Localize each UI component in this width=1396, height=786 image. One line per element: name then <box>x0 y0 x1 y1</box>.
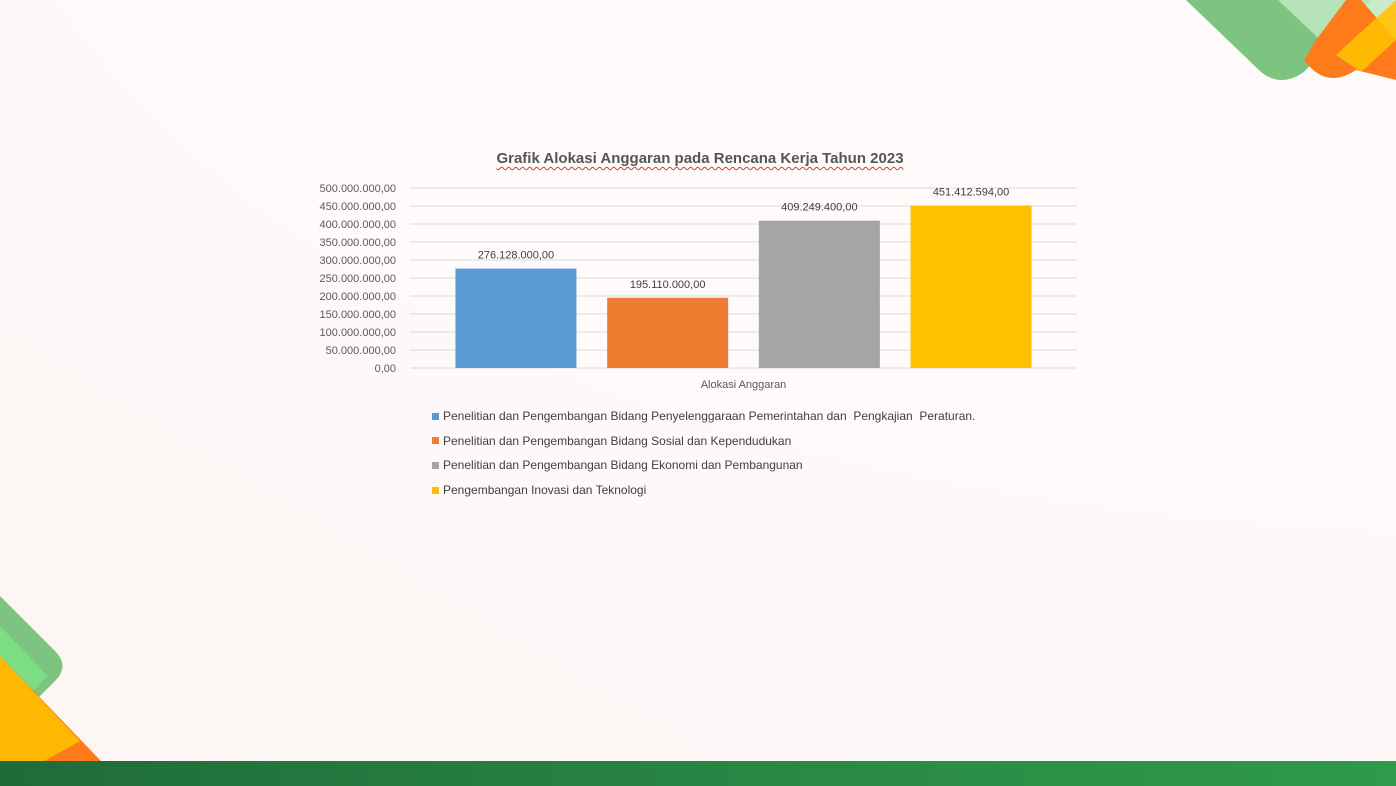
x-axis-title: Alokasi Anggaran <box>701 379 787 391</box>
bar <box>607 297 729 368</box>
legend-swatch <box>432 412 439 420</box>
y-tick-label: 0,00 <box>375 363 396 375</box>
y-tick-label: 250.000.000,00 <box>320 273 396 285</box>
bar <box>455 268 577 368</box>
data-label: 276.128.000,00 <box>478 250 554 262</box>
legend-label: Penelitian dan Pengembangan Bidang Ekono… <box>443 458 803 473</box>
data-label: 195.110.000,00 <box>630 279 706 291</box>
chart-title: Grafik Alokasi Anggaran pada Rencana Ker… <box>496 150 904 167</box>
bar-chart: 0,00 50.000.000,00 100.000.000,00 150.000.0… <box>320 183 1077 391</box>
legend-label: Penelitian dan Pengembangan Bidang Sosia… <box>443 433 792 448</box>
data-label: 409.249.400,00 <box>781 202 857 214</box>
legend-item: Penelitian dan Pengembangan Bidang Ekono… <box>432 453 975 478</box>
legend-item: Pengembangan Inovasi dan Teknologi <box>432 478 975 503</box>
y-tick-label: 150.000.000,00 <box>320 309 396 321</box>
chart-legend: Penelitian dan Pengembangan Bidang Penye… <box>432 404 975 502</box>
bar <box>758 220 880 368</box>
corner-decoration-bottom-left <box>0 596 125 786</box>
footer-band <box>0 761 1396 786</box>
y-tick-label: 50.000.000,00 <box>326 345 396 357</box>
y-tick-label: 450.000.000,00 <box>320 201 396 213</box>
y-tick-label: 350.000.000,00 <box>320 237 396 249</box>
y-tick-label: 300.000.000,00 <box>320 255 396 267</box>
bar <box>910 205 1032 368</box>
data-label: 451.412.594,00 <box>933 186 1009 198</box>
legend-label: Pengembangan Inovasi dan Teknologi <box>443 483 647 498</box>
legend-item: Penelitian dan Pengembangan Bidang Penye… <box>432 404 975 429</box>
y-tick-label: 100.000.000,00 <box>320 327 396 339</box>
legend-swatch <box>432 437 439 445</box>
y-tick-label: 500.000.000,00 <box>320 183 396 195</box>
legend-swatch <box>432 486 439 494</box>
legend-label: Penelitian dan Pengembangan Bidang Penye… <box>443 409 976 424</box>
legend-swatch <box>432 461 439 469</box>
y-tick-label: 400.000.000,00 <box>320 219 396 231</box>
y-tick-label: 200.000.000,00 <box>320 291 396 303</box>
corner-decoration-top-right <box>1186 0 1396 80</box>
legend-item: Penelitian dan Pengembangan Bidang Sosia… <box>432 429 975 454</box>
